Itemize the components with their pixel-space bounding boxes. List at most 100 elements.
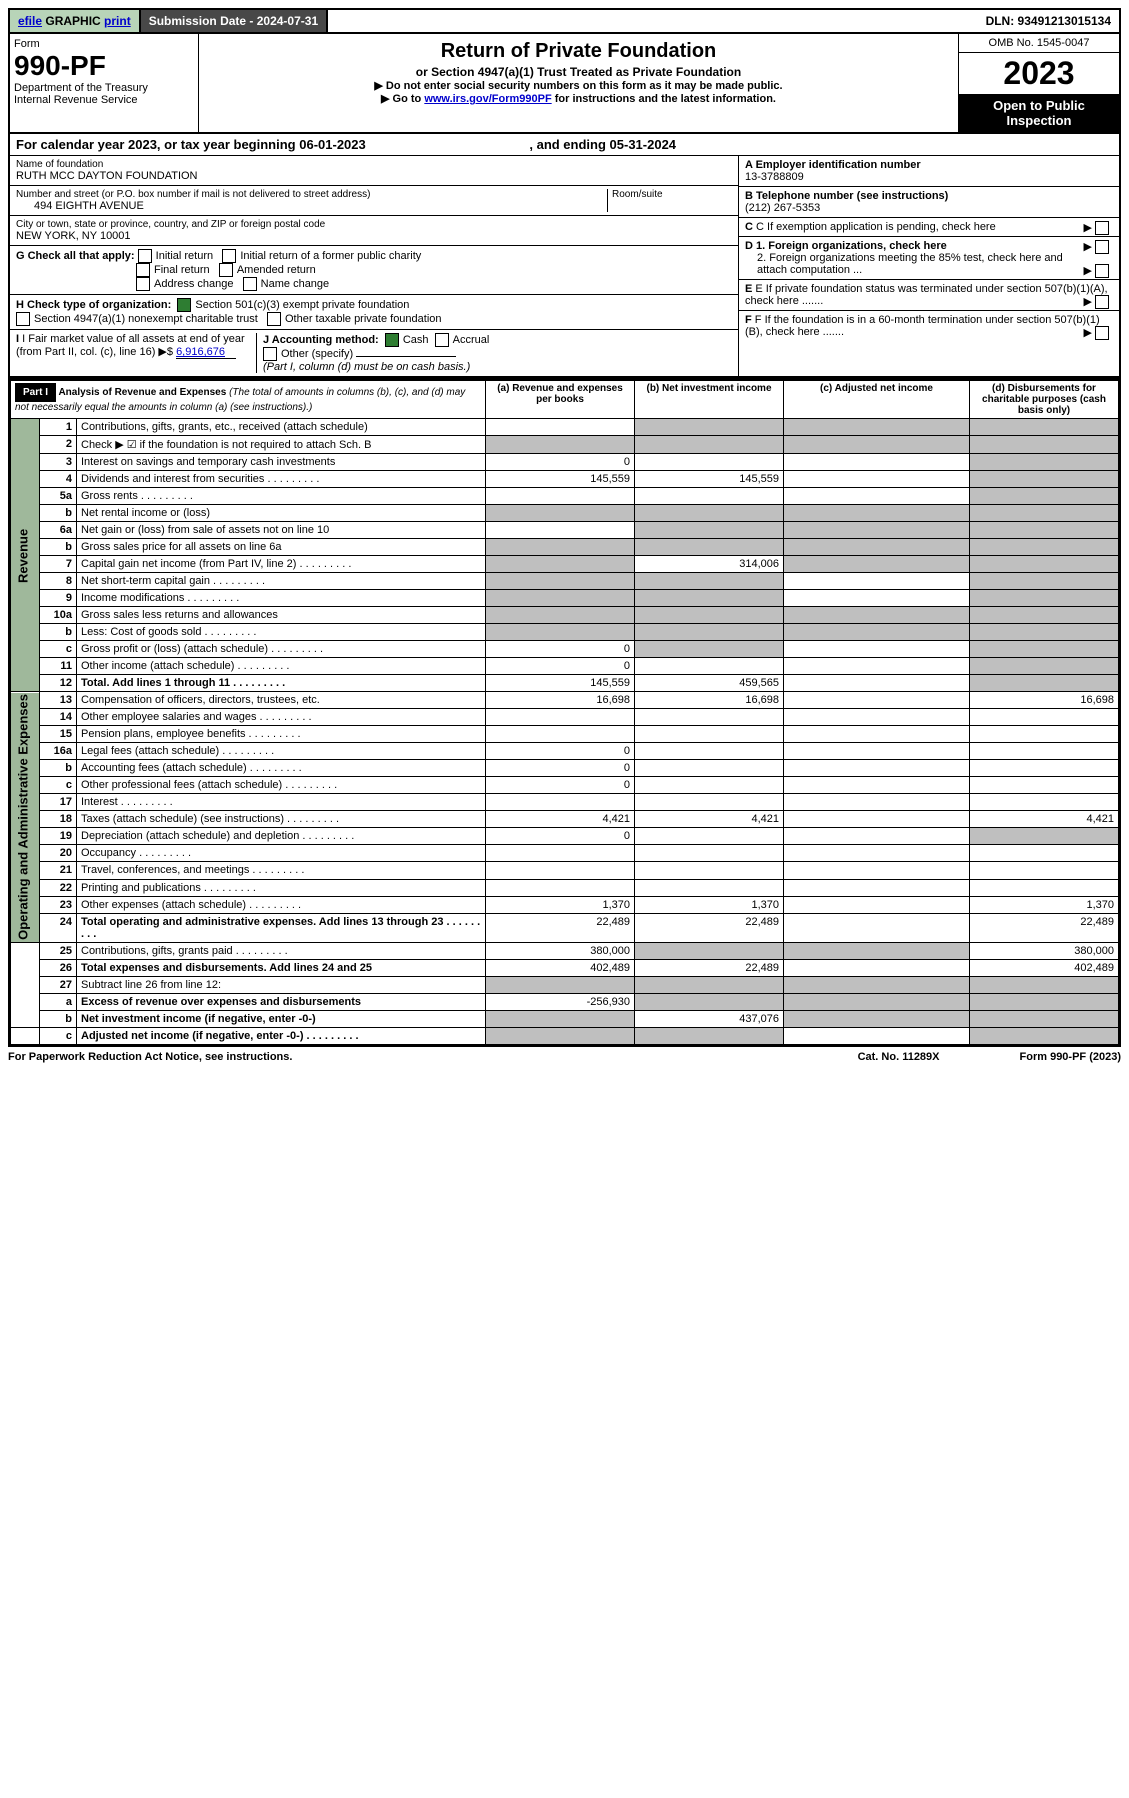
cell-val: 22,489 — [635, 913, 784, 942]
checkbox-d2[interactable] — [1095, 264, 1109, 278]
footer: For Paperwork Reduction Act Notice, see … — [8, 1047, 1121, 1063]
instruction-2: ▶ Go to www.irs.gov/Form990PF for instru… — [203, 92, 954, 105]
j-note: (Part I, column (d) must be on cash basi… — [263, 361, 470, 373]
row-desc: Less: Cost of goods sold — [77, 624, 486, 641]
checkbox-501c3[interactable] — [177, 298, 191, 312]
cell-val: 459,565 — [635, 675, 784, 692]
g-item-1: Initial return of a former public charit… — [240, 250, 421, 262]
footer-mid: Cat. No. 11289X — [858, 1051, 940, 1063]
cell-val: 402,489 — [970, 959, 1119, 976]
name-label: Name of foundation — [16, 159, 732, 170]
d1-label: D 1. Foreign organizations, check here — [745, 240, 947, 252]
cell-val: 0 — [486, 641, 635, 658]
checkbox-e[interactable] — [1095, 295, 1109, 309]
row-num: b — [40, 1010, 77, 1027]
cell-val: 4,421 — [486, 811, 635, 828]
city-label: City or town, state or province, country… — [16, 219, 732, 230]
checkbox-d1[interactable] — [1095, 240, 1109, 254]
info-left: Name of foundation RUTH MCC DAYTON FOUND… — [10, 156, 738, 376]
checkbox-other-acct[interactable] — [263, 347, 277, 361]
cell-val: 145,559 — [635, 471, 784, 488]
section-g: G Check all that apply: Initial return I… — [10, 246, 738, 295]
row-num: 1 — [40, 419, 77, 436]
g-item-4: Address change — [154, 278, 234, 290]
section-i: I I Fair market value of all assets at e… — [16, 333, 256, 373]
checkbox-f[interactable] — [1095, 326, 1109, 340]
j-accrual: Accrual — [453, 334, 490, 346]
j-label: J Accounting method: — [263, 334, 379, 346]
row-desc: Adjusted net income (if negative, enter … — [77, 1027, 486, 1044]
j-cash: Cash — [403, 334, 429, 346]
checkbox-accrual[interactable] — [435, 333, 449, 347]
cell-val: 0 — [486, 760, 635, 777]
row-desc: Gross rents — [77, 488, 486, 505]
checkbox-initial[interactable] — [138, 249, 152, 263]
cell-val: 16,698 — [970, 692, 1119, 709]
cal-b: , and ending — [529, 137, 609, 152]
graphic-label: GRAPHIC — [45, 14, 100, 28]
g-item-5: Name change — [261, 278, 330, 290]
dln: DLN: 93491213015134 — [978, 10, 1119, 32]
col-d-header: (d) Disbursements for charitable purpose… — [970, 381, 1119, 419]
i-value[interactable]: 6,916,676 — [176, 346, 236, 359]
cell-val: 145,559 — [486, 675, 635, 692]
checkbox-cash[interactable] — [385, 333, 399, 347]
row-num: 17 — [40, 794, 77, 811]
row-desc: Other employee salaries and wages — [77, 709, 486, 726]
row-num: 14 — [40, 709, 77, 726]
open-public: Open to Public Inspection — [959, 94, 1119, 132]
col-b-header: (b) Net investment income — [635, 381, 784, 419]
row-num: 10a — [40, 607, 77, 624]
checkbox-amended[interactable] — [219, 263, 233, 277]
row-desc: Net gain or (loss) from sale of assets n… — [77, 522, 486, 539]
row-desc: Excess of revenue over expenses and disb… — [77, 993, 486, 1010]
row-num: 4 — [40, 471, 77, 488]
row-num: 19 — [40, 828, 77, 845]
cell-val: 22,489 — [486, 913, 635, 942]
row-num: 13 — [40, 692, 77, 709]
checkbox-other-tax[interactable] — [267, 312, 281, 326]
cell-val: 380,000 — [486, 942, 635, 959]
row-desc: Gross profit or (loss) (attach schedule) — [77, 641, 486, 658]
row-desc: Interest on savings and temporary cash i… — [77, 454, 486, 471]
section-j: J Accounting method: Cash Accrual Other … — [256, 333, 732, 373]
cell-val: 22,489 — [635, 959, 784, 976]
checkbox-address[interactable] — [136, 277, 150, 291]
row-num: 6a — [40, 522, 77, 539]
row-num: b — [40, 505, 77, 522]
row-num: 3 — [40, 454, 77, 471]
form-subtitle: or Section 4947(a)(1) Trust Treated as P… — [203, 65, 954, 79]
checkbox-c[interactable] — [1095, 221, 1109, 235]
info-block: Name of foundation RUTH MCC DAYTON FOUND… — [8, 156, 1121, 378]
g-item-0: Initial return — [156, 250, 213, 262]
row-desc: Total operating and administrative expen… — [77, 913, 486, 942]
row-desc: Other income (attach schedule) — [77, 658, 486, 675]
inst2b: for instructions and the latest informat… — [552, 93, 776, 105]
efile-link[interactable]: efile — [18, 14, 42, 28]
section-h: H Check type of organization: Section 50… — [10, 295, 738, 330]
checkbox-name[interactable] — [243, 277, 257, 291]
cal-begin: 06-01-2023 — [299, 137, 366, 152]
cell-val: 0 — [486, 658, 635, 675]
tax-year: 2023 — [959, 53, 1119, 94]
cell-val: 145,559 — [486, 471, 635, 488]
checkbox-initial-former[interactable] — [222, 249, 236, 263]
checkbox-4947[interactable] — [16, 312, 30, 326]
row-num: 21 — [40, 862, 77, 879]
row-desc: Interest — [77, 794, 486, 811]
cell-val: 0 — [486, 777, 635, 794]
row-num: 2 — [40, 436, 77, 454]
print-link[interactable]: print — [104, 14, 131, 28]
expenses-label: Operating and Administrative Expenses — [11, 692, 40, 943]
row-desc: Check ▶ ☑ if the foundation is not requi… — [77, 436, 486, 454]
cell-val: 4,421 — [970, 811, 1119, 828]
irs-link[interactable]: www.irs.gov/Form990PF — [424, 93, 551, 105]
info-right: A Employer identification number 13-3788… — [738, 156, 1119, 376]
room-label: Room/suite — [607, 189, 732, 212]
top-bar: efile GRAPHIC print Submission Date - 20… — [8, 8, 1121, 34]
row-desc: Net short-term capital gain — [77, 573, 486, 590]
checkbox-final[interactable] — [136, 263, 150, 277]
j-other: Other (specify) — [281, 348, 353, 360]
foundation-name: RUTH MCC DAYTON FOUNDATION — [16, 170, 732, 182]
addr-cell: Number and street (or P.O. box number if… — [10, 186, 738, 216]
